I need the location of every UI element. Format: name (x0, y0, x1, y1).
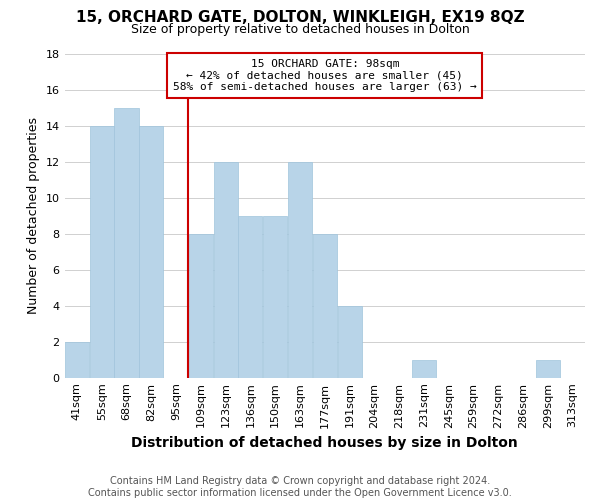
Bar (313, 234, 337, 378)
Bar (115, 108, 139, 378)
Bar (89, 126, 114, 378)
Bar (139, 126, 163, 378)
Text: 15, ORCHARD GATE, DOLTON, WINKLEIGH, EX19 8QZ: 15, ORCHARD GATE, DOLTON, WINKLEIGH, EX1… (76, 10, 524, 25)
Bar (288, 162, 312, 378)
Bar (189, 234, 213, 378)
Text: 15 ORCHARD GATE: 98sqm
← 42% of detached houses are smaller (45)
58% of semi-det: 15 ORCHARD GATE: 98sqm ← 42% of detached… (173, 59, 476, 92)
Bar (338, 306, 362, 378)
Bar (536, 360, 560, 378)
Bar (214, 162, 238, 378)
Y-axis label: Number of detached properties: Number of detached properties (27, 118, 40, 314)
Bar (238, 216, 262, 378)
Bar (65, 342, 89, 378)
Bar (263, 216, 287, 378)
Bar (412, 360, 436, 378)
X-axis label: Distribution of detached houses by size in Dolton: Distribution of detached houses by size … (131, 436, 518, 450)
Text: Contains HM Land Registry data © Crown copyright and database right 2024.
Contai: Contains HM Land Registry data © Crown c… (88, 476, 512, 498)
Text: Size of property relative to detached houses in Dolton: Size of property relative to detached ho… (131, 22, 469, 36)
